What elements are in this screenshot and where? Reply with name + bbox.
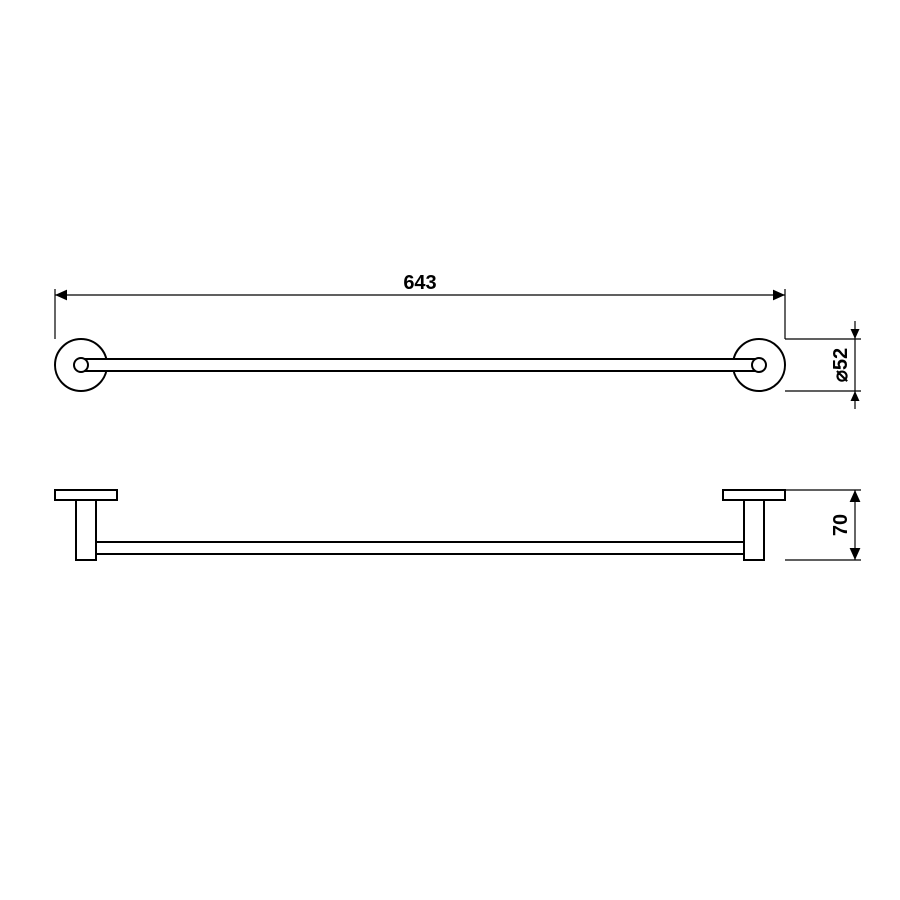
dimension-width-label: 643 (403, 272, 436, 294)
front-view (55, 339, 785, 391)
technical-drawing: 643 ⌀52 70 (0, 0, 900, 900)
dimension-diameter: ⌀52 (785, 321, 861, 409)
dimension-width: 643 (55, 272, 785, 339)
dimension-depth-label: 70 (830, 514, 852, 536)
dimension-depth: 70 (785, 490, 861, 560)
dimension-diameter-label: ⌀52 (830, 348, 852, 382)
top-view (55, 490, 785, 560)
